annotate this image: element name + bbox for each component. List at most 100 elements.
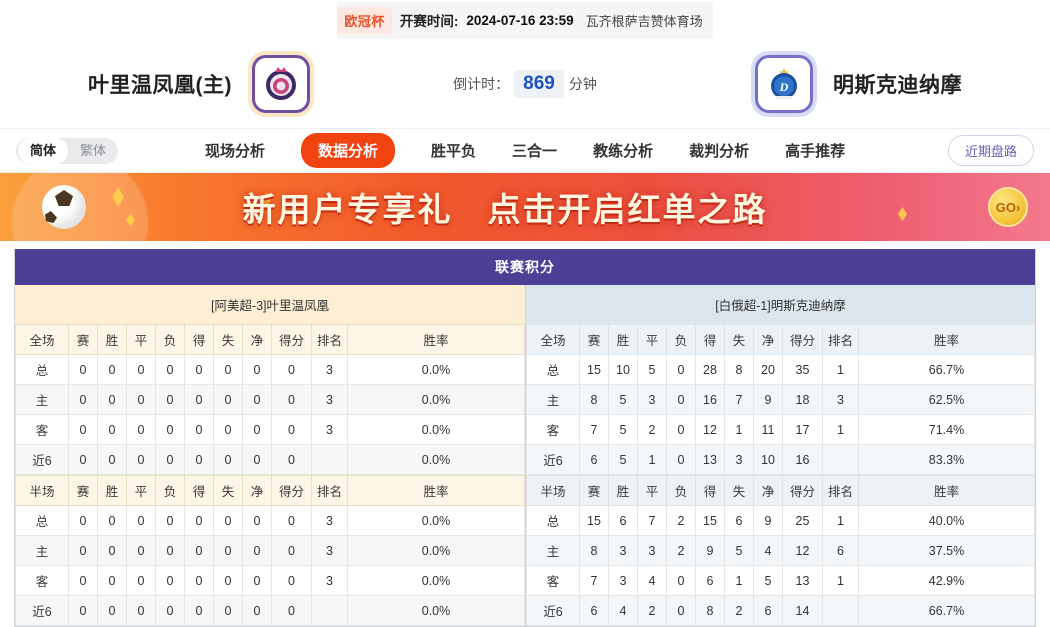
- match-info-bar: 欧冠杯 开赛时间: 2024-07-16 23:59 瓦齐根萨吉赞体育场: [0, 0, 1050, 40]
- column-header-1: 赛: [68, 324, 98, 355]
- cell-1: 0: [97, 444, 127, 475]
- cell-win-rate: 0.0%: [347, 444, 525, 475]
- tab-win-draw-loss[interactable]: 胜平负: [431, 143, 477, 160]
- lang-option-simplified[interactable]: 简体: [18, 137, 69, 164]
- column-header-10: 胜率: [347, 324, 525, 355]
- home-standings-header: [阿美超-3]叶里温凤凰: [15, 285, 525, 324]
- cell-5: 1: [724, 414, 754, 445]
- tab-three-in-one[interactable]: 三合一: [512, 143, 558, 160]
- column-header-5: 得: [184, 475, 214, 506]
- away-team-crest-icon: D: [755, 55, 813, 113]
- cell-win-rate: 0.0%: [347, 535, 525, 566]
- cell-8: [311, 595, 348, 626]
- column-header-8: 得分: [782, 324, 823, 355]
- cell-win-rate: 62.5%: [858, 384, 1035, 415]
- table-row: 客 0 0 0 0 0 0 0 0 3 0.0%: [15, 414, 525, 445]
- cell-win-rate: 71.4%: [858, 414, 1035, 445]
- cell-0: 0: [68, 354, 98, 385]
- countdown-label: 倒计时：: [453, 76, 510, 92]
- cell-1: 0: [97, 384, 127, 415]
- column-header-3: 平: [126, 475, 156, 506]
- column-header-7: 净: [753, 475, 783, 506]
- nav-tabs: 现场分析 数据分析 胜平负 三合一 教练分析 裁判分析 高手推荐: [205, 133, 845, 168]
- cell-7: 0: [271, 354, 312, 385]
- cell-3: 0: [155, 535, 185, 566]
- row-label: 主: [526, 535, 580, 566]
- table-row: 总 15 6 7 2 15 6 9 25 1 40.0%: [526, 505, 1035, 536]
- lang-option-traditional[interactable]: 繁体: [80, 142, 107, 158]
- language-toggle[interactable]: 简体 繁体: [16, 137, 119, 164]
- cell-7: 0: [271, 565, 312, 596]
- cell-4: 8: [695, 595, 725, 626]
- cell-1: 3: [608, 565, 638, 596]
- column-header-4: 负: [155, 324, 185, 355]
- cell-4: 0: [184, 384, 214, 415]
- column-header-9: 排名: [311, 475, 348, 506]
- cell-0: 0: [68, 535, 98, 566]
- home-team-crest-icon: [252, 55, 310, 113]
- cell-5: 7: [724, 384, 754, 415]
- cell-0: 0: [68, 505, 98, 536]
- row-label: 客: [526, 565, 580, 596]
- table-row: 主 8 5 3 0 16 7 9 18 3 62.5%: [526, 384, 1035, 415]
- cell-7: 17: [782, 414, 823, 445]
- cell-4: 0: [184, 444, 214, 475]
- cell-6: 0: [242, 505, 272, 536]
- cell-6: 6: [753, 595, 783, 626]
- cell-2: 0: [126, 414, 156, 445]
- cell-4: 6: [695, 565, 725, 596]
- promo-banner[interactable]: 新用户专享礼 点击开启红单之路 GO›: [0, 173, 1050, 241]
- cell-1: 4: [608, 595, 638, 626]
- cell-6: 0: [242, 595, 272, 626]
- table-header-row: 半场赛胜平负得失净得分 排名 胜率: [526, 475, 1035, 506]
- away-half-table: 半场赛胜平负得失净得分 排名 胜率 总 15 6 7 2 15 6 9 25 1 40.0% 主 8 3 3 2 9…: [526, 475, 1035, 626]
- tab-live-analysis[interactable]: 现场分析: [205, 143, 266, 160]
- cell-8: 3: [311, 505, 348, 536]
- cell-1: 6: [608, 505, 638, 536]
- cell-5: 0: [213, 384, 243, 415]
- cell-6: 20: [753, 354, 783, 385]
- cell-6: 11: [753, 414, 783, 445]
- cell-8: 1: [822, 354, 859, 385]
- cell-2: 2: [637, 414, 667, 445]
- cell-2: 0: [126, 354, 156, 385]
- cell-7: 0: [271, 595, 312, 626]
- column-header-1: 赛: [579, 324, 609, 355]
- row-label: 总: [526, 505, 580, 536]
- cell-4: 0: [184, 595, 214, 626]
- cell-4: 15: [695, 505, 725, 536]
- cell-win-rate: 40.0%: [858, 505, 1035, 536]
- row-label: 主: [15, 384, 69, 415]
- tab-referee-analysis[interactable]: 裁判分析: [689, 143, 750, 160]
- column-header-0: 半场: [15, 475, 69, 506]
- spark-icon-4: [898, 207, 907, 221]
- table-row: 总 0 0 0 0 0 0 0 0 3 0.0%: [15, 505, 525, 536]
- recent-odds-button[interactable]: 近期盘路: [947, 135, 1034, 166]
- row-label: 近6: [15, 595, 69, 626]
- cell-5: 0: [213, 535, 243, 566]
- row-label: 客: [15, 414, 69, 445]
- tab-data-analysis[interactable]: 数据分析: [301, 133, 396, 168]
- cell-7: 25: [782, 505, 823, 536]
- cell-7: 0: [271, 444, 312, 475]
- table-row: 总 15 10 5 0 28 8 20 35 1 66.7%: [526, 354, 1035, 385]
- cell-2: 0: [126, 565, 156, 596]
- column-header-5: 得: [184, 324, 214, 355]
- column-header-8: 得分: [271, 324, 312, 355]
- column-header-2: 胜: [97, 475, 127, 506]
- column-header-7: 净: [753, 324, 783, 355]
- cell-4: 0: [184, 354, 214, 385]
- row-label: 总: [15, 354, 69, 385]
- tab-expert-picks[interactable]: 高手推荐: [785, 143, 846, 160]
- cell-win-rate: 37.5%: [858, 535, 1035, 566]
- column-header-10: 胜率: [858, 324, 1035, 355]
- column-header-0: 全场: [526, 324, 580, 355]
- cell-8: [822, 595, 859, 626]
- cell-2: 0: [126, 444, 156, 475]
- banner-go-button[interactable]: GO›: [988, 187, 1028, 227]
- cell-8: [311, 444, 348, 475]
- tab-coach-analysis[interactable]: 教练分析: [593, 143, 654, 160]
- table-header-row: 全场赛胜平负得失净得分 排名 胜率: [15, 324, 525, 355]
- cell-5: 0: [213, 595, 243, 626]
